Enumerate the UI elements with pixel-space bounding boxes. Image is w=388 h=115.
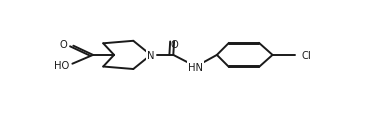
Text: HN: HN [188,62,203,72]
Text: HO: HO [54,61,69,71]
Text: O: O [170,39,178,49]
Text: Cl: Cl [302,50,312,60]
Text: N: N [147,50,154,60]
Text: HN: HN [188,62,203,72]
Text: N: N [147,50,154,60]
Text: O: O [60,39,68,49]
